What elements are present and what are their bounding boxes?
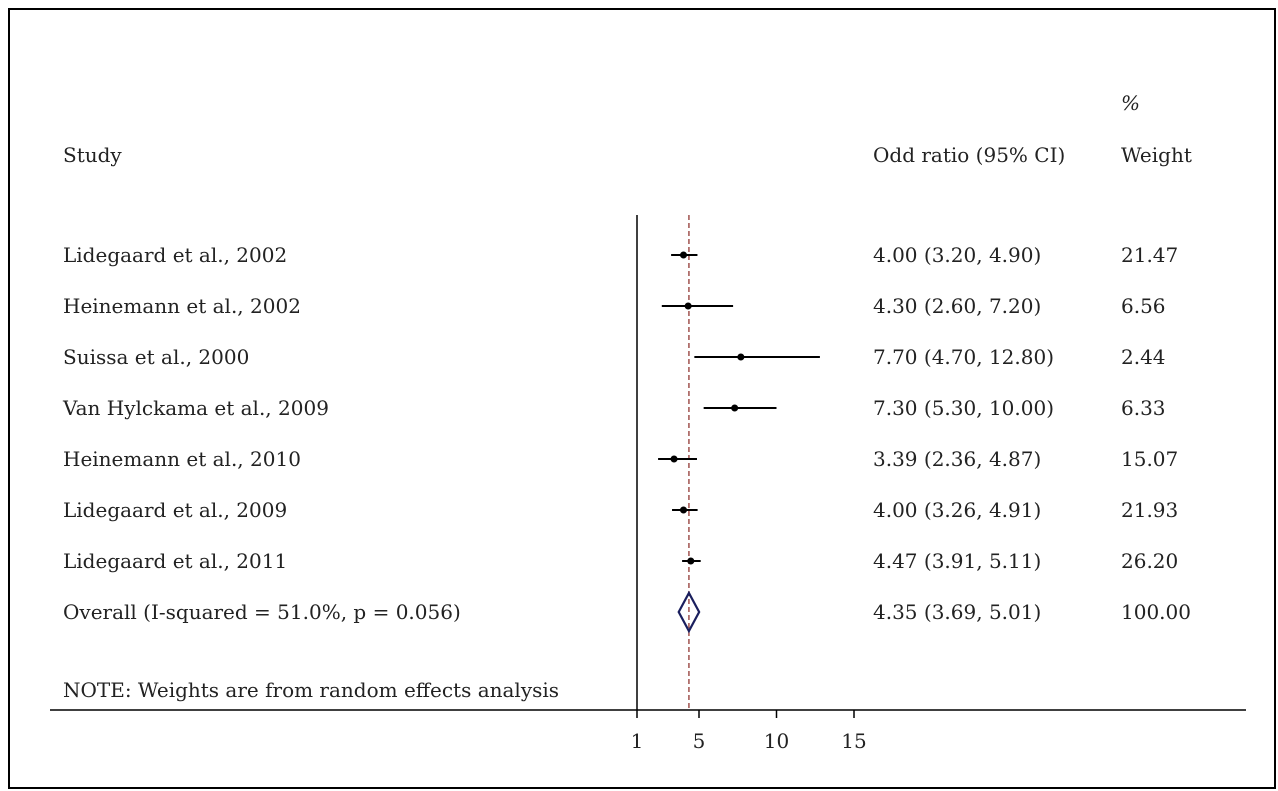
study-label: Lidegaard et al., 2009	[63, 498, 287, 522]
study-label: Suissa et al., 2000	[63, 345, 249, 369]
x-tick-label: 5	[693, 729, 706, 753]
weight-value: 2.44	[1121, 345, 1166, 369]
weight-value: 21.47	[1121, 243, 1178, 267]
study-label: Lidegaard et al., 2002	[63, 243, 287, 267]
study-row: Heinemann et al., 2010 3.39 (2.36, 4.87) 1…	[63, 447, 1178, 471]
point-estimate	[684, 302, 692, 310]
x-tick-label: 1	[631, 729, 644, 753]
study-column-header: Study	[63, 143, 122, 167]
point-estimate	[731, 404, 739, 412]
estimate-column-header: Odd ratio (95% CI)	[873, 143, 1065, 167]
weight-value: 6.33	[1121, 396, 1166, 420]
weight-value: 26.20	[1121, 549, 1178, 573]
study-rows: Lidegaard et al., 2002 4.00 (3.20, 4.90) 2…	[62, 243, 1191, 634]
overall-diamond	[677, 590, 701, 634]
x-tick-label: 15	[841, 729, 866, 753]
overall-label: Overall (I-squared = 51.0%, p = 0.056)	[63, 600, 461, 624]
study-label: Van Hylckama et al., 2009	[62, 396, 329, 420]
study-label: Heinemann et al., 2010	[63, 447, 301, 471]
overall-weight-value: 100.00	[1121, 600, 1191, 624]
weight-value: 6.56	[1121, 294, 1166, 318]
ci-text: 4.00 (3.20, 4.90)	[873, 243, 1041, 267]
x-axis-ticks: 1 5 10 15	[631, 710, 867, 753]
forest-plot-frame	[8, 8, 1276, 789]
ci-text: 7.70 (4.70, 12.80)	[873, 345, 1054, 369]
weight-percent-header: %	[1121, 91, 1140, 115]
x-tick-label: 10	[764, 729, 789, 753]
point-estimate	[737, 353, 745, 361]
weight-value: 21.93	[1121, 498, 1178, 522]
weight-column-header: Weight	[1121, 143, 1192, 167]
study-label: Heinemann et al., 2002	[63, 294, 301, 318]
point-estimate	[687, 557, 695, 565]
ci-text: 7.30 (5.30, 10.00)	[873, 396, 1054, 420]
weight-value: 15.07	[1121, 447, 1178, 471]
ci-text: 4.00 (3.26, 4.91)	[873, 498, 1041, 522]
study-row: Lidegaard et al., 2011 4.47 (3.91, 5.11) 2…	[63, 549, 1178, 573]
study-row: Heinemann et al., 2002 4.30 (2.60, 7.20) 6…	[63, 294, 1166, 318]
study-label: Lidegaard et al., 2011	[63, 549, 287, 573]
note-text: NOTE: Weights are from random effects an…	[63, 678, 559, 702]
overall-ci-text: 4.35 (3.69, 5.01)	[873, 600, 1041, 624]
study-row: Lidegaard et al., 2002 4.00 (3.20, 4.90) 2…	[63, 243, 1178, 267]
ci-text: 3.39 (2.36, 4.87)	[873, 447, 1041, 471]
point-estimate	[680, 506, 687, 514]
study-row: Suissa et al., 2000 7.70 (4.70, 12.80) 2.4…	[63, 345, 1166, 369]
point-estimate	[680, 251, 687, 259]
ci-text: 4.47 (3.91, 5.11)	[873, 549, 1041, 573]
study-row: Lidegaard et al., 2009 4.00 (3.26, 4.91) 2…	[63, 498, 1178, 522]
point-estimate	[670, 455, 678, 463]
overall-row: Overall (I-squared = 51.0%, p = 0.056) 4.…	[63, 590, 1191, 634]
ci-text: 4.30 (2.60, 7.20)	[873, 294, 1041, 318]
study-row: Van Hylckama et al., 2009 7.30 (5.30, 10.…	[62, 396, 1166, 420]
